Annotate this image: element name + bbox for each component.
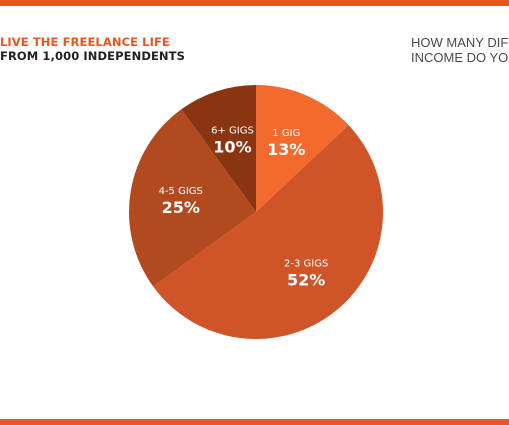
pie-slice-4: [181, 85, 256, 212]
slice-percent-label: 52%: [287, 271, 325, 290]
header-subtitle: FROM 1,000 INDEPENDENTS: [0, 49, 185, 63]
bottom-accent-bar: [0, 419, 509, 425]
question-line-2: INCOME DO YOU: [411, 50, 509, 65]
pie-slice-2: [153, 125, 383, 339]
slice-percent-label: 25%: [162, 198, 200, 217]
header-title: LIVE THE FREELANCE LIFE: [0, 35, 170, 49]
slice-category-label: 1 GIG: [272, 128, 300, 139]
question-line-1: HOW MANY DIF: [411, 35, 509, 50]
slice-category-label: 6+ GIGS: [211, 126, 254, 137]
pie-slice-3: [129, 109, 256, 287]
header-left: LIVE THE FREELANCE LIFE FROM 1,000 INDEP…: [0, 35, 185, 63]
top-accent-bar: [0, 0, 509, 6]
slice-category-label: 2-3 GIGS: [284, 259, 328, 270]
slice-percent-label: 13%: [267, 140, 305, 159]
pie-slice-1: [256, 85, 349, 212]
slice-category-label: 4-5 GIGS: [159, 186, 203, 197]
header-right: HOW MANY DIF INCOME DO YOU: [411, 35, 509, 65]
slice-percent-label: 10%: [213, 138, 251, 157]
